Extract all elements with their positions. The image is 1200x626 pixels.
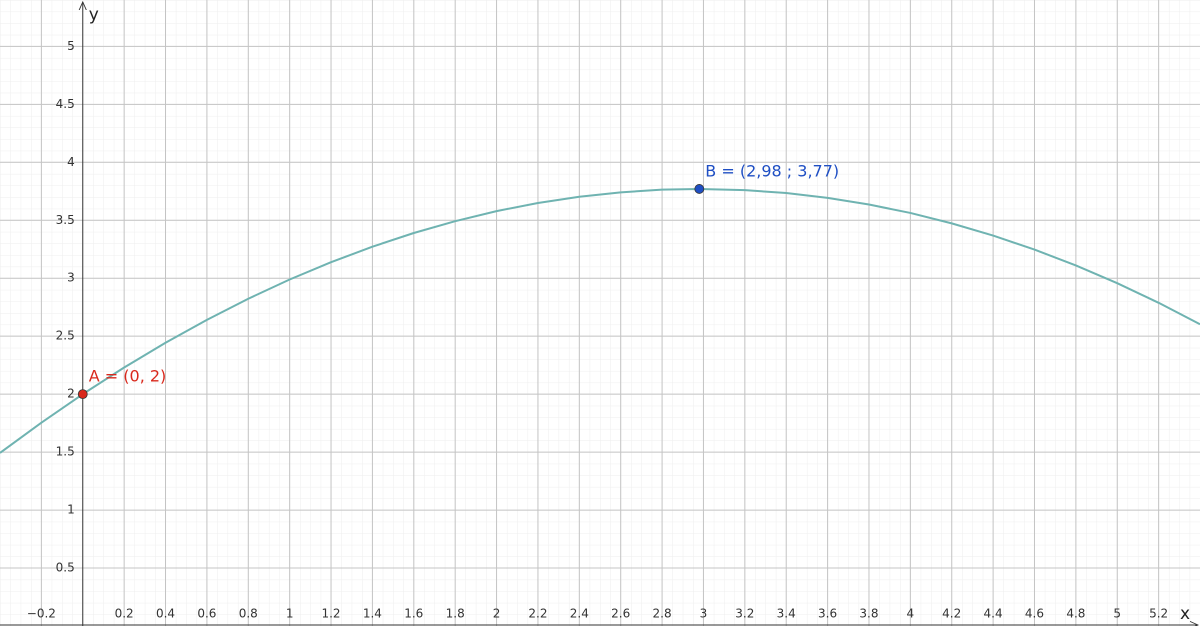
x-tick-label: 4.6 <box>1025 607 1044 621</box>
y-tick-label: 3 <box>67 271 75 285</box>
x-tick-label: 1 <box>286 607 294 621</box>
y-tick-label: 2.5 <box>56 329 75 343</box>
x-tick-label: 2.6 <box>611 607 630 621</box>
x-tick-label: 3.4 <box>777 607 796 621</box>
y-tick-label: 4 <box>67 155 75 169</box>
y-tick-label: 2 <box>67 387 75 401</box>
point-label: B = (2,98 ; 3,77) <box>705 161 839 180</box>
x-tick-label: 5.2 <box>1149 607 1168 621</box>
x-tick-label: 1.8 <box>446 607 465 621</box>
point <box>694 184 705 194</box>
y-tick-label: 1.5 <box>56 445 75 459</box>
y-tick-label: 4.5 <box>56 97 75 111</box>
x-tick-label: 0.2 <box>115 607 134 621</box>
x-tick-label: 1.6 <box>404 607 423 621</box>
point <box>77 389 88 400</box>
x-tick-label: 2.2 <box>528 607 547 621</box>
y-tick-label: 3.5 <box>56 213 75 227</box>
x-tick-label: 3.6 <box>818 607 837 621</box>
x-tick-label: 4.4 <box>984 607 1003 621</box>
x-tick-label: 2.8 <box>653 607 672 621</box>
x-tick-label: 1.4 <box>363 607 382 621</box>
y-axis-label: y <box>89 5 99 25</box>
x-tick-label: 3.2 <box>735 607 754 621</box>
point-label: A = (0, 2) <box>89 367 167 386</box>
x-tick-label: 0.4 <box>156 607 175 621</box>
x-tick-label: 4.8 <box>1066 607 1085 621</box>
x-tick-label: 1.2 <box>321 607 340 621</box>
x-tick-label: 0.8 <box>239 607 258 621</box>
y-tick-label: 5 <box>67 39 75 53</box>
x-tick-label: 0.6 <box>197 607 216 621</box>
x-tick-label: 2.4 <box>570 607 589 621</box>
x-tick-label: −0.2 <box>27 607 56 621</box>
x-tick-label: 3.8 <box>859 607 878 621</box>
x-tick-label: 4 <box>907 607 915 621</box>
function-curve <box>0 187 1200 454</box>
y-tick-label: 0.5 <box>56 561 75 575</box>
y-tick-label: 1 <box>67 503 75 517</box>
x-tick-label: 3 <box>700 607 708 621</box>
x-axis-label: x <box>1180 604 1190 624</box>
x-tick-label: 4.2 <box>942 607 961 621</box>
x-tick-label: 5 <box>1113 607 1121 621</box>
x-tick-label: 2 <box>493 607 501 621</box>
